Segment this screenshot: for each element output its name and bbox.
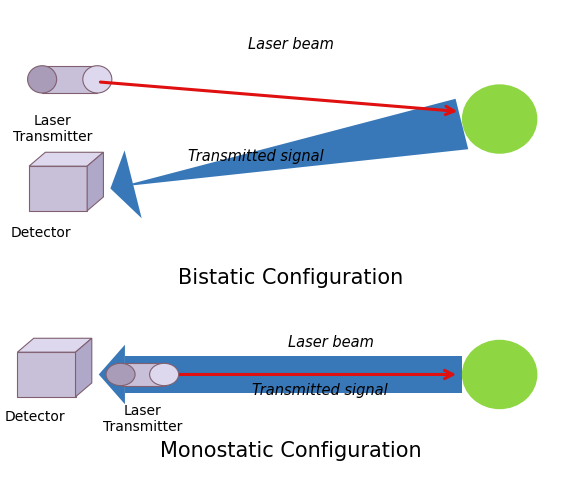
Bar xyxy=(29,166,87,211)
Polygon shape xyxy=(17,338,92,352)
Text: Laser beam: Laser beam xyxy=(248,37,333,52)
Text: Bistatic Configuration: Bistatic Configuration xyxy=(178,268,403,288)
Bar xyxy=(42,65,98,93)
Polygon shape xyxy=(87,152,103,211)
Bar xyxy=(17,352,76,397)
Ellipse shape xyxy=(462,84,537,154)
Text: Transmitted signal: Transmitted signal xyxy=(188,149,324,164)
Polygon shape xyxy=(125,356,462,393)
Ellipse shape xyxy=(106,363,135,386)
Text: Transmitted signal: Transmitted signal xyxy=(252,383,388,398)
Ellipse shape xyxy=(462,340,537,409)
Ellipse shape xyxy=(27,66,56,93)
Text: Laser
Transmitter: Laser Transmitter xyxy=(103,404,182,434)
Polygon shape xyxy=(133,99,468,186)
Polygon shape xyxy=(99,345,125,404)
Polygon shape xyxy=(110,150,142,218)
Bar xyxy=(121,363,164,386)
Text: Detector: Detector xyxy=(5,410,65,424)
Ellipse shape xyxy=(150,363,179,386)
Polygon shape xyxy=(76,338,92,397)
Text: Detector: Detector xyxy=(10,226,71,240)
Text: Laser
Transmitter: Laser Transmitter xyxy=(13,114,92,144)
Ellipse shape xyxy=(83,66,112,93)
Polygon shape xyxy=(29,152,103,166)
Text: Laser beam: Laser beam xyxy=(288,335,374,350)
Text: Monostatic Configuration: Monostatic Configuration xyxy=(160,441,421,461)
